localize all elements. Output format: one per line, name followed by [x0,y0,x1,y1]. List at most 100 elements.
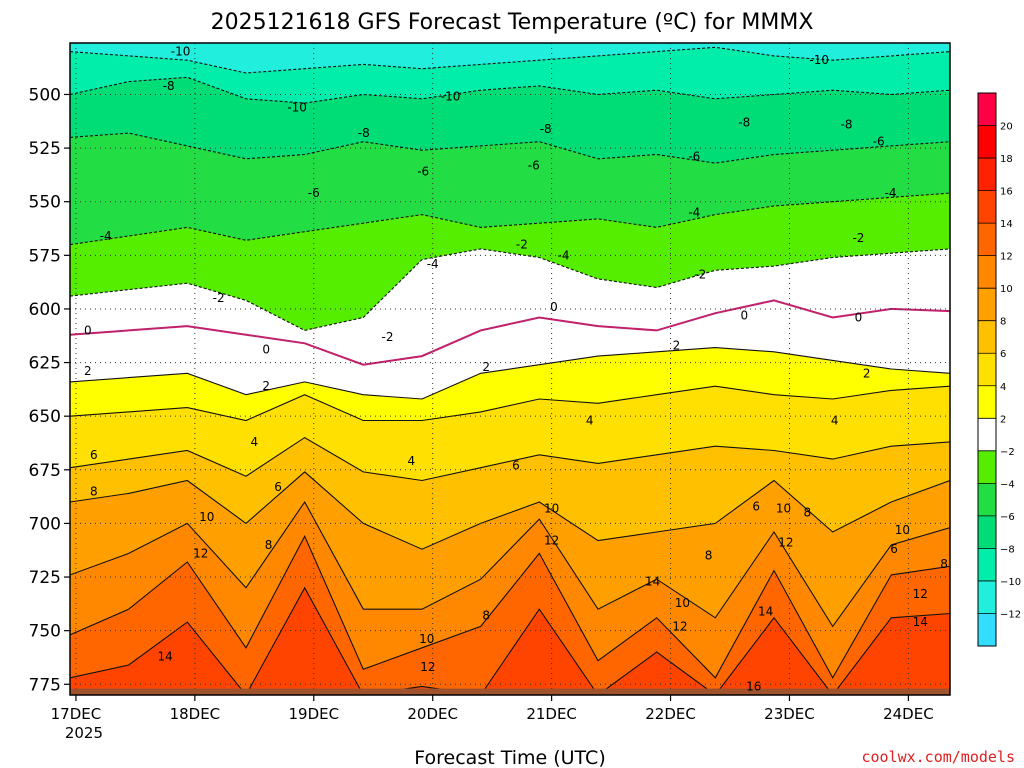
contour-10 [70,500,950,628]
contour-label: 2 [673,338,681,352]
colorbar-tick-label: 8 [1000,317,1006,328]
contour-label: -8 [841,118,853,132]
contour-label: 14 [645,574,660,588]
y-tick-label: 550 [29,193,61,213]
x-tick-label: 19DEC [288,705,339,723]
contour-label: -2 [213,291,225,305]
contour-label: -4 [427,257,439,271]
contour-label: 12 [672,619,687,633]
contour--8 [70,76,950,104]
contour-labels: -10 -10 -10 -10 -8 -8 -8 -8 -8 -6 -6 -6 -6 -6 -4 -4 -4 -4… [84,45,948,694]
contour-label: 4 [407,454,415,468]
contour-label: 0 [855,311,863,325]
x-axis-label: Forecast Time (UTC) [414,747,605,768]
contour-label: 10 [895,523,910,537]
y-tick-label: 500 [29,85,61,105]
contour-label: 14 [913,615,928,629]
x-tick-label: 20DEC [407,705,458,723]
colorbar-tick-label: 18 [1000,154,1013,165]
y-tick-label: 725 [29,568,61,588]
contour-label: 2 [84,364,92,378]
contour-label: 14 [758,604,773,618]
y-tick-label: 650 [29,407,61,427]
contour-label: -2 [852,231,864,245]
colorbar-segment [978,255,996,289]
contour--4 [70,192,950,246]
contour-14 [70,586,950,695]
contour-label: 8 [90,484,98,498]
contour-label: -6 [308,186,320,200]
colorbar-tick-label: 4 [1000,382,1006,393]
chart-title: 2025121618 GFS Forecast Temperature (ºC)… [211,10,814,35]
contour-label: -10 [809,53,829,67]
colorbar-segment [978,125,996,159]
contour-label: 6 [890,542,898,556]
contour-label: 8 [705,549,713,563]
x-tick-label: 23DEC [764,705,815,723]
contour-label: -2 [382,330,394,344]
colorbar-tick-label: 12 [1000,252,1013,263]
colorbar-tick-label: −6 [1000,512,1015,523]
contour-label: 10 [544,501,559,515]
contour-label: -6 [528,158,540,172]
x-tick-year: 2025 [65,724,103,742]
colorbar-tick-label: 2 [1000,414,1006,425]
colorbar-tick-label: −8 [1000,544,1015,555]
colorbar-segment [978,320,996,354]
contour-label: -4 [100,229,112,243]
contour--10 [70,46,950,74]
contour-label: 10 [199,510,214,524]
contour-label: 10 [675,596,690,610]
y-tick-label: 525 [29,139,61,159]
contour-label: 4 [831,413,839,427]
contour-label: -6 [417,165,429,179]
contour-label: 4 [586,413,594,427]
x-tick-label: 17DEC [51,705,102,723]
band-below-14 [70,587,950,695]
colorbar-segment [978,353,996,386]
contour--6 [70,132,950,164]
plot-area: -10 -10 -10 -10 -8 -8 -8 -8 -8 -6 -6 -6 -6 -6 -4 -4 -4 -4… [70,43,950,695]
contour-label: -6 [873,135,885,149]
colorbar-segment [978,418,996,451]
contour-label: -2 [694,268,706,282]
colorbar-segment [978,385,996,419]
x-axis: 17DEC 18DEC 19DEC 20DEC 21DEC 22DEC 23DEC 24DEC [51,695,934,723]
source-credit: coolwx.com/models [861,748,1015,766]
x-tick-label: 22DEC [645,705,696,723]
colorbar-frame [977,92,997,647]
colorbar-legend: −12 −10 −8 −6 −4 −2 2 4 6 8 10 12 14 16 18 20 [977,92,1021,647]
y-tick-label: 675 [29,461,61,481]
colorbar-tick-label: −2 [1000,447,1015,458]
colorbar-segment [978,158,996,191]
x-tick-label: 24DEC [883,705,934,723]
y-axis: 500 525 550 575 600 625 650 675 700 725 750 775 [29,85,70,695]
colorbar-segment [978,190,996,224]
y-tick-label: 700 [29,514,61,534]
contour-label: 16 [746,679,761,693]
contour-label: 4 [251,435,259,449]
isotherm-contours [70,46,950,695]
contour-8 [70,471,950,550]
contour-label: 12 [193,546,208,560]
contour-label: -10 [441,90,461,104]
contour-label: -8 [738,115,750,129]
contour-4 [70,385,950,422]
contour-label: 10 [419,632,434,646]
contour-label: 2 [262,379,270,393]
colorbar-segment [978,548,996,581]
contour-label: -6 [688,150,700,164]
contour-label: 14 [157,649,172,663]
colorbar-segment [978,613,996,646]
contour-label: -4 [558,248,570,262]
x-tick-label: 18DEC [170,705,221,723]
colorbar-segment [978,93,996,126]
y-tick-label: 575 [29,246,61,266]
ground-surface [70,688,950,695]
colorbar-tick-label: 16 [1000,187,1013,198]
x-tick-label: 21DEC [526,705,577,723]
y-tick-label: 625 [29,354,61,374]
contour-label: 0 [740,308,748,322]
contour-label: 10 [776,501,791,515]
